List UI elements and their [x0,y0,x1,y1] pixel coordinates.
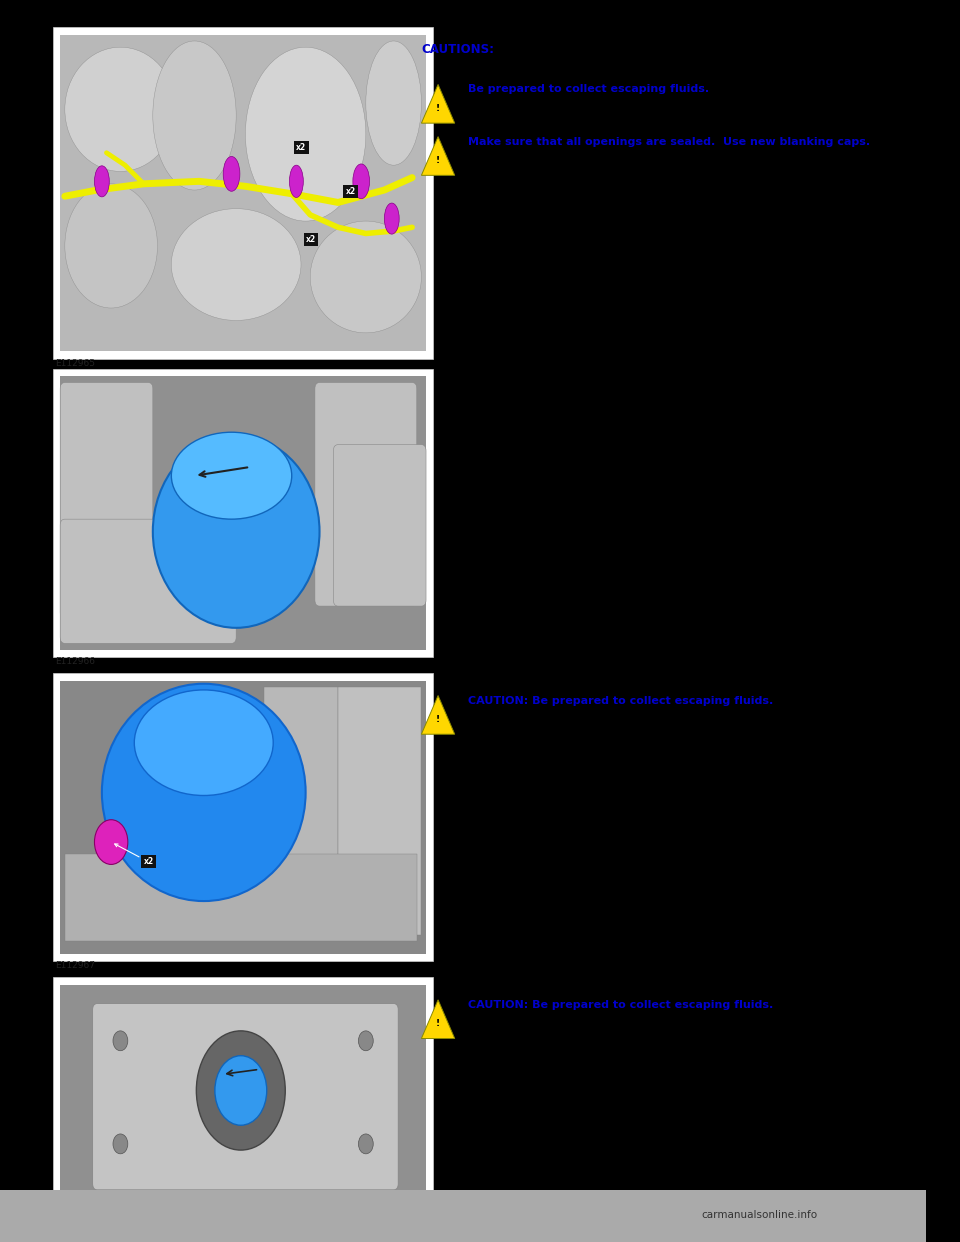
Ellipse shape [224,156,240,191]
Ellipse shape [384,202,399,235]
Ellipse shape [171,432,292,519]
Ellipse shape [310,221,421,333]
Bar [60,376,426,650]
Bar [53,673,434,961]
Polygon shape [421,1000,455,1038]
Circle shape [113,1134,128,1154]
Ellipse shape [153,435,320,627]
FancyBboxPatch shape [315,383,417,606]
Text: !: ! [436,715,440,724]
FancyBboxPatch shape [60,383,153,619]
Text: carmanualsonline.info: carmanualsonline.info [702,1210,818,1220]
Ellipse shape [289,165,303,197]
Bar [65,854,417,941]
Ellipse shape [65,47,176,171]
Text: E112965: E112965 [56,359,96,368]
Text: E112968: E112968 [56,1210,96,1218]
Text: !: ! [436,1020,440,1028]
Polygon shape [421,137,455,175]
Circle shape [358,1134,373,1154]
Circle shape [94,820,128,864]
Circle shape [215,1056,267,1125]
FancyBboxPatch shape [60,519,236,643]
Circle shape [358,1031,373,1051]
FancyBboxPatch shape [92,1004,398,1190]
Circle shape [113,1031,128,1051]
Bar [60,985,426,1202]
Text: x2: x2 [297,143,306,153]
Bar [53,977,434,1210]
Text: CAUTION: Be prepared to collect escaping fluids.: CAUTION: Be prepared to collect escaping… [468,696,773,705]
Circle shape [197,1031,285,1150]
Ellipse shape [366,41,421,165]
Text: x2: x2 [114,845,154,867]
Bar [60,35,426,351]
Polygon shape [421,84,455,123]
Text: Make sure that all openings are sealed.  Use new blanking caps.: Make sure that all openings are sealed. … [468,137,870,147]
Ellipse shape [65,184,157,308]
Bar [0,1190,926,1242]
Text: CAUTIONS:: CAUTIONS: [421,43,494,56]
Text: CAUTION: Be prepared to collect escaping fluids.: CAUTION: Be prepared to collect escaping… [468,1000,773,1010]
Bar [60,681,426,954]
Bar [264,687,338,935]
Ellipse shape [94,165,109,196]
Text: E112966: E112966 [56,657,96,666]
Ellipse shape [102,683,305,902]
Text: x2: x2 [305,235,316,245]
Text: E112967: E112967 [56,961,96,970]
Text: !: ! [436,104,440,113]
Bar [338,687,421,935]
Text: !: ! [436,156,440,165]
Ellipse shape [353,164,370,199]
Polygon shape [421,696,455,734]
FancyBboxPatch shape [333,445,426,606]
Bar [53,369,434,657]
Text: x2: x2 [346,186,355,196]
Ellipse shape [134,691,274,796]
Ellipse shape [153,41,236,190]
Bar [53,27,434,359]
Text: Be prepared to collect escaping fluids.: Be prepared to collect escaping fluids. [468,84,708,94]
Ellipse shape [246,47,366,221]
Ellipse shape [171,209,301,320]
